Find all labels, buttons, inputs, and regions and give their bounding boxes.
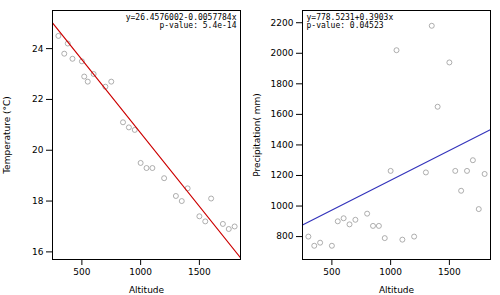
svg-text:24: 24 [32, 43, 44, 53]
svg-text:y=778.5231+0.3903xp-value: 0.0: y=778.5231+0.3903xp-value: 0.04523 [307, 13, 394, 30]
svg-text:1500: 1500 [438, 267, 461, 277]
svg-text:1500: 1500 [188, 267, 211, 277]
svg-text:2200: 2200 [271, 18, 294, 28]
svg-text:16: 16 [32, 247, 44, 257]
svg-text:Altitude: Altitude [129, 285, 165, 295]
svg-text:1600: 1600 [271, 109, 294, 119]
svg-text:20: 20 [32, 145, 44, 155]
svg-text:500: 500 [73, 267, 90, 277]
svg-text:y=26.4576002-0.0057784xp-value: y=26.4576002-0.0057784xp-value: 5.4e-14 [126, 13, 237, 30]
svg-text:1400: 1400 [271, 140, 294, 150]
svg-text:1000: 1000 [379, 267, 402, 277]
svg-text:1000: 1000 [271, 201, 294, 211]
svg-text:1200: 1200 [271, 170, 294, 180]
svg-text:2000: 2000 [271, 48, 294, 58]
svg-text:22: 22 [32, 94, 43, 104]
svg-text:Altitude: Altitude [379, 285, 415, 295]
svg-text:800: 800 [276, 231, 293, 241]
svg-text:Temperature (°C): Temperature (°C) [2, 96, 12, 175]
svg-text:18: 18 [32, 196, 44, 206]
svg-text:1800: 1800 [271, 79, 294, 89]
svg-text:Precipitation( mm): Precipitation( mm) [252, 93, 262, 177]
svg-text:500: 500 [323, 267, 340, 277]
svg-text:1000: 1000 [129, 267, 152, 277]
